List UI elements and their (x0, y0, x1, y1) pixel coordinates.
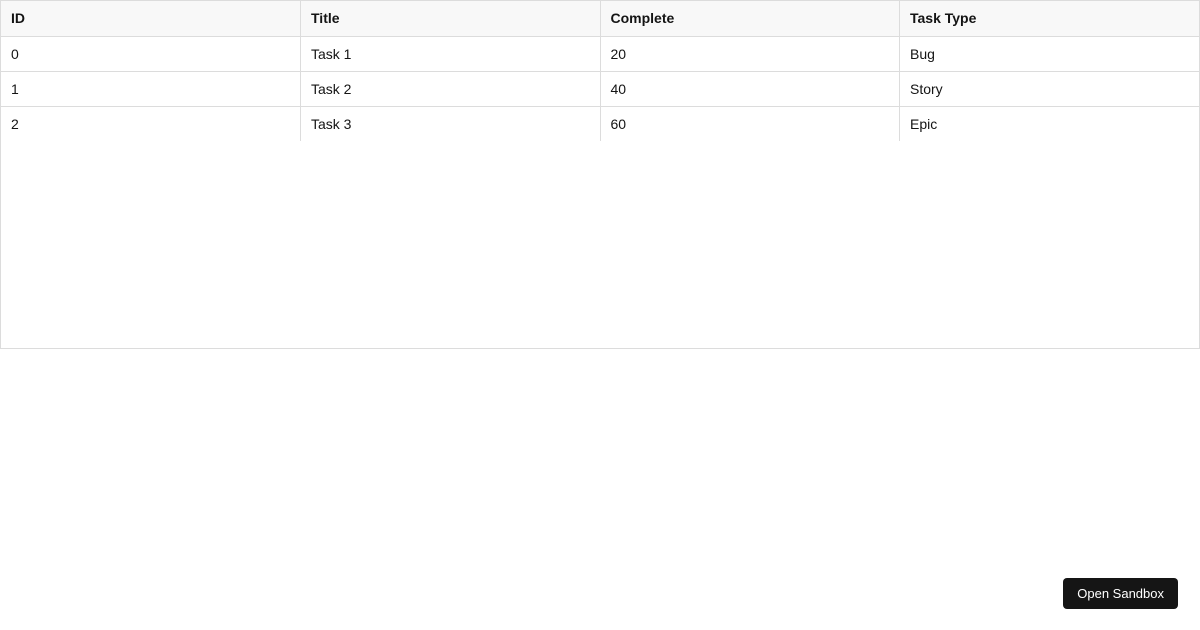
grid-empty-area (1, 141, 1199, 348)
cell-task-type: Epic (899, 106, 1199, 142)
task-table: ID Title Complete Task Type 0 Task 1 20 … (1, 1, 1199, 142)
table-row: 1 Task 2 40 Story (1, 71, 1199, 107)
cell-task-type: Bug (899, 36, 1199, 72)
cell-title: Task 1 (300, 36, 601, 72)
cell-id: 2 (1, 106, 301, 142)
cell-complete: 20 (600, 36, 900, 72)
cell-complete: 40 (600, 71, 900, 107)
cell-task-type: Story (899, 71, 1199, 107)
cell-id: 1 (1, 71, 301, 107)
column-header-title: Title (300, 1, 601, 37)
header-row: ID Title Complete Task Type (1, 1, 1199, 37)
table-row: 2 Task 3 60 Epic (1, 106, 1199, 142)
open-sandbox-button[interactable]: Open Sandbox (1063, 578, 1178, 609)
cell-id: 0 (1, 36, 301, 72)
column-header-complete: Complete (600, 1, 900, 37)
cell-complete: 60 (600, 106, 900, 142)
column-header-task-type: Task Type (899, 1, 1199, 37)
cell-title: Task 3 (300, 106, 601, 142)
column-header-id: ID (1, 1, 301, 37)
table-row: 0 Task 1 20 Bug (1, 36, 1199, 72)
cell-title: Task 2 (300, 71, 601, 107)
task-grid: ID Title Complete Task Type 0 Task 1 20 … (0, 0, 1200, 349)
